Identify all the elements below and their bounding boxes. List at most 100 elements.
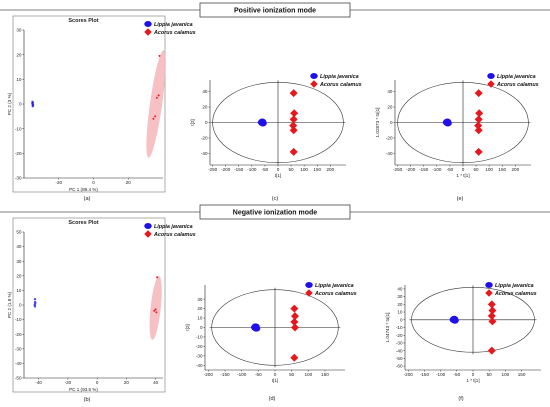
y-tick-label: -20 [396,333,403,338]
x-tick-label: -250 [393,167,403,172]
panel-caption: (c) [272,196,279,202]
y-axis-label: t[2] [190,119,195,125]
x-tick-label: -150 [220,372,230,377]
data-point [33,297,37,301]
y-tick-label: 20 [202,105,208,110]
data-point [474,115,483,124]
y-tick-label: -40 [386,151,393,156]
data-point [289,121,298,130]
y-tick-label: 0 [200,325,203,330]
x-tick-label: -150 [420,372,430,377]
legend-marker [310,80,318,88]
y-tick-label: 40 [397,286,403,291]
data-point [291,312,299,321]
data-point [155,96,159,100]
y-tick-label: -20 [386,136,393,141]
data-point [31,100,34,103]
data-point [487,311,496,320]
data-point [488,317,497,326]
data-point [155,276,159,279]
data-point [153,309,156,313]
y-tick-label: -30 [15,346,22,351]
x-axis-label: 1 * t[1] [466,378,479,383]
x-tick-label: -200 [406,167,416,172]
y-tick-label: 10 [397,310,403,315]
data-point [31,105,35,108]
x-tick-label: -50 [255,372,262,377]
data-point [442,119,451,126]
y-tick-label: -40 [396,348,403,353]
data-point [289,89,298,98]
x-tick-label: -200 [221,167,231,172]
y-tick-label: 30 [16,259,22,264]
y-tick-label: 0 [205,120,208,125]
legend-marker [305,289,313,297]
y-tick-label: -20 [15,332,22,337]
plot-frame [12,217,166,393]
y-tick-label: 10 [16,77,22,82]
x-tick-label: 50 [289,167,295,172]
legend-label: Acorus calamus [319,82,362,88]
x-tick-label: 0 [96,380,99,385]
y-tick-label: 20 [16,52,22,57]
y-tick-label: -20 [15,151,22,156]
y-tick-label: -40 [15,361,22,366]
data-point [257,119,266,126]
x-axis-label: t[1] [272,378,278,383]
confidence-ellipse [149,275,162,340]
y-axis-label: 1.04743 * to[1] [385,313,390,343]
y-tick-label: -50 [15,376,22,381]
y-tick-label: -60 [396,364,403,369]
x-tick-label: -100 [237,372,247,377]
legend-label: Acorus calamus [496,82,539,88]
x-tick-label: 100 [502,372,510,377]
x-tick-label: 50 [474,167,480,172]
legend-marker [144,28,152,36]
x-axis-label: t[1] [275,173,281,178]
y-axis-label: PC 2 (3 %) [7,92,12,115]
y-tick-label: -40 [201,151,208,156]
y-tick-label: 0 [19,102,22,107]
y-tick-label: 30 [16,28,22,33]
confidence-ellipse [146,50,166,158]
legend-label: Acorus calamus [314,291,357,297]
negative-header-box [199,204,351,220]
y-tick-label: 20 [397,302,403,307]
y-tick-label: 30 [397,294,403,299]
data-point [155,311,158,314]
data-point [474,126,483,135]
x-tick-label: -150 [419,167,429,172]
y-axis-label: 1.02873 * to[1] [375,108,380,138]
x-tick-label: -100 [432,167,442,172]
data-point [289,126,298,135]
legend-label: Acorus calamus [153,30,196,36]
legend-label: Acorus calamus [494,291,537,297]
legend-label: Lippia javanica [315,283,354,289]
data-point [449,316,458,323]
legend-marker [144,230,152,238]
y-tick-label: 10 [197,316,203,321]
y-tick-label: 20 [16,273,22,278]
data-point [289,147,298,156]
data-point [33,305,37,308]
panel-caption: (d) [269,396,276,402]
y-tick-label: -10 [15,317,22,322]
x-tick-label: 200 [326,167,334,172]
legend-label: Lippia javanica [154,224,193,230]
x-tick-label: -100 [247,167,257,172]
y-tick-label: 20 [197,306,203,311]
y-tick-label: -10 [196,335,203,340]
x-tick-label: -100 [436,372,446,377]
y-tick-label: -30 [196,353,203,358]
data-point [290,304,299,313]
data-point [290,109,299,118]
chart-title: Scores Plot [68,220,98,226]
y-tick-label: -20 [201,136,208,141]
data-point [487,300,496,309]
x-tick-label: 20 [124,380,130,385]
x-tick-label: 200 [511,167,519,172]
y-tick-label: 40 [202,89,208,94]
y-tick-label: 40 [387,89,393,94]
y-tick-label: -30 [396,341,403,346]
